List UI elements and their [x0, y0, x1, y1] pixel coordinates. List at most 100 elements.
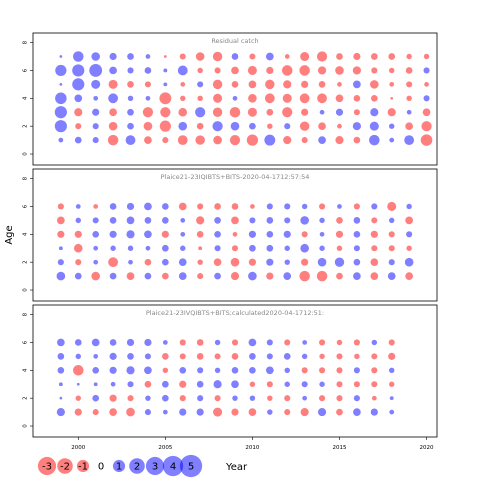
residual-bubble [144, 338, 152, 347]
residual-bubble [144, 272, 152, 280]
residual-bubble [213, 380, 222, 389]
residual-bubble [54, 120, 67, 133]
residual-bubble [267, 409, 273, 415]
residual-bubble [144, 380, 152, 388]
residual-bubble [317, 257, 327, 267]
residual-bubble [371, 367, 378, 374]
residual-bubble [266, 258, 274, 266]
residual-bubble [336, 381, 343, 388]
residual-bubble [319, 381, 325, 387]
residual-bubble [249, 395, 256, 401]
residual-bubble [405, 216, 413, 225]
residual-bubble [371, 217, 378, 224]
x-tick-label: 2005 [158, 445, 172, 451]
residual-bubble [163, 82, 168, 87]
residual-bubble [406, 95, 412, 102]
residual-bubble [247, 65, 257, 75]
residual-bubble [265, 366, 274, 375]
residual-bubble [109, 66, 117, 75]
residual-bubble [59, 55, 63, 58]
residual-bubble [284, 339, 291, 346]
residual-bubble [282, 107, 293, 118]
residual-bubble [195, 107, 206, 118]
residual-bubble [142, 107, 154, 118]
residual-bubble [387, 272, 396, 280]
residual-bubble [388, 259, 395, 266]
panel-3: Plaice21-23IVQIBTS+BITS;calculated2020-0… [23, 304, 438, 438]
residual-bubble [406, 109, 412, 115]
residual-bubble [127, 95, 134, 102]
residual-bubble [110, 381, 116, 387]
residual-bubble [162, 353, 169, 360]
residual-bubble [406, 245, 412, 251]
residual-bubble [231, 81, 239, 88]
panel-frame [32, 32, 438, 166]
residual-bubble [249, 53, 256, 60]
residual-bubble [59, 396, 63, 400]
legend-label: -3 [42, 462, 52, 473]
residual-bubble [74, 408, 82, 416]
panel-1: Residual catch 0 2 4 6 8 [23, 32, 438, 166]
residual-bubble [389, 137, 395, 143]
residual-bubble [178, 258, 187, 267]
residual-bubble [145, 54, 151, 59]
residual-bubble [354, 353, 360, 360]
residual-bubble [316, 270, 328, 282]
residual-bubble [213, 135, 222, 145]
residual-bubble [178, 121, 188, 131]
residual-bubble [108, 121, 118, 131]
residual-bubble [300, 51, 310, 62]
residual-bubble [126, 230, 135, 239]
residual-bubble [162, 367, 169, 374]
residual-bubble [299, 121, 310, 131]
residual-bubble [145, 395, 151, 401]
residual-bubble [336, 217, 343, 224]
residual-bubble [214, 367, 221, 374]
residual-bubble [284, 217, 291, 224]
residual-bubble [126, 272, 135, 280]
residual-bubble [335, 94, 344, 103]
residual-bubble [93, 204, 99, 209]
residual-bubble [231, 339, 239, 346]
residual-bubble [406, 203, 412, 210]
residual-bubble [196, 122, 204, 130]
residual-bubble [302, 340, 308, 345]
residual-bubble [336, 395, 343, 402]
residual-bubble [265, 52, 274, 61]
residual-bubble [231, 245, 239, 252]
bubble-size-legend: -3 -2 -1 0 1 2 3 4 5 [37, 454, 203, 478]
y-tick-label: 8 [23, 312, 29, 316]
residual-bubble [180, 95, 186, 102]
y-tick-label: 2 [23, 260, 29, 264]
residual-bubble [127, 353, 134, 360]
residual-bubble [353, 136, 361, 144]
residual-bubble [389, 217, 395, 224]
y-tick-label: 4 [23, 368, 29, 372]
residual-bubble [404, 135, 415, 146]
residual-bubble [180, 245, 186, 251]
residual-bubble [144, 81, 151, 88]
residual-bubble [250, 204, 255, 209]
residual-bubble [390, 96, 394, 100]
residual-bubble [214, 203, 221, 210]
residual-bubble [388, 352, 396, 360]
residual-bubble [406, 53, 412, 60]
residual-bubble [284, 54, 290, 59]
residual-bubble [162, 340, 168, 345]
residual-bubble [424, 82, 429, 87]
residual-bubble [299, 93, 310, 104]
residual-bubble [370, 80, 379, 89]
residual-bubble [283, 80, 292, 89]
residual-bubble [179, 339, 186, 346]
residual-bubble [75, 395, 81, 401]
residual-bubble [92, 366, 100, 374]
residual-bubble [144, 202, 152, 211]
residual-bubble [160, 107, 171, 118]
residual-bubble [109, 52, 117, 61]
residual-bubble [163, 68, 168, 73]
residual-bubble [316, 51, 328, 62]
residual-bubble [126, 407, 135, 417]
y-tick-label: 8 [23, 40, 29, 44]
residual-bubble [107, 134, 119, 146]
residual-bubble [248, 338, 257, 347]
